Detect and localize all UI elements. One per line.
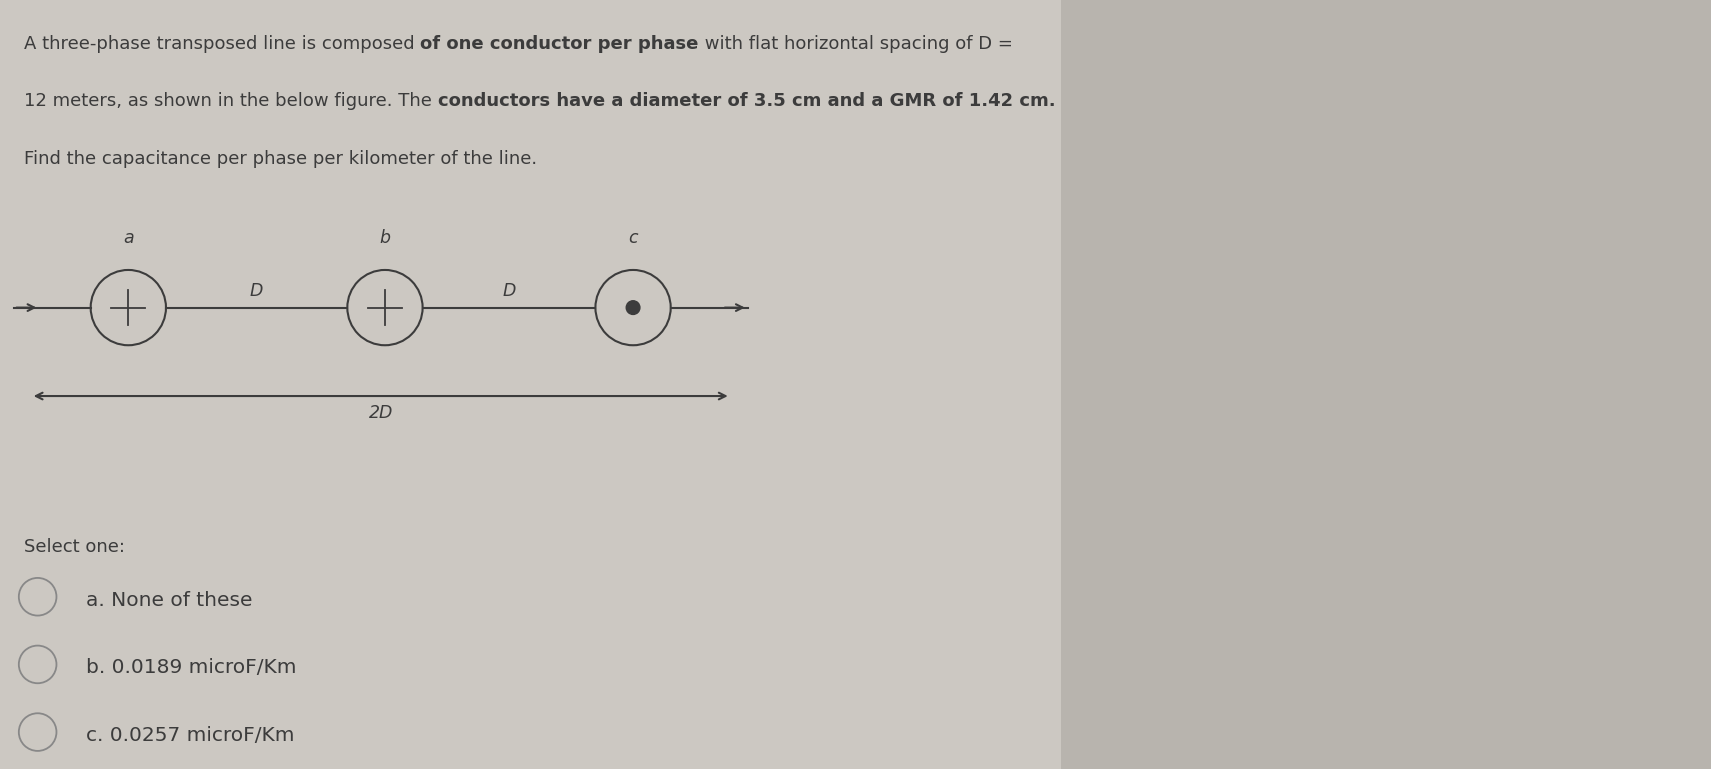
Text: a. None of these: a. None of these — [86, 591, 252, 610]
Text: c. 0.0257 microF/Km: c. 0.0257 microF/Km — [86, 726, 294, 745]
Text: a: a — [123, 229, 133, 247]
Text: with flat horizontal spacing of D =: with flat horizontal spacing of D = — [698, 35, 1013, 52]
Text: of one conductor per phase: of one conductor per phase — [421, 35, 698, 52]
Text: Find the capacitance per phase per kilometer of the line.: Find the capacitance per phase per kilom… — [24, 150, 537, 168]
Text: 12 meters, as shown in the below figure. The: 12 meters, as shown in the below figure.… — [24, 92, 438, 110]
Text: D: D — [503, 282, 515, 300]
Text: A three-phase transposed line is composed: A three-phase transposed line is compose… — [24, 35, 421, 52]
Text: 2D: 2D — [368, 404, 394, 421]
Text: conductors have a diameter of 3.5 cm and a GMR of 1.42 cm.: conductors have a diameter of 3.5 cm and… — [438, 92, 1056, 110]
Text: D: D — [250, 282, 263, 300]
Ellipse shape — [626, 301, 640, 315]
Text: c: c — [628, 229, 638, 247]
Bar — [1061, 0, 1711, 769]
Text: b: b — [380, 229, 390, 247]
Text: b. 0.0189 microF/Km: b. 0.0189 microF/Km — [86, 658, 296, 677]
Text: Select one:: Select one: — [24, 538, 125, 556]
